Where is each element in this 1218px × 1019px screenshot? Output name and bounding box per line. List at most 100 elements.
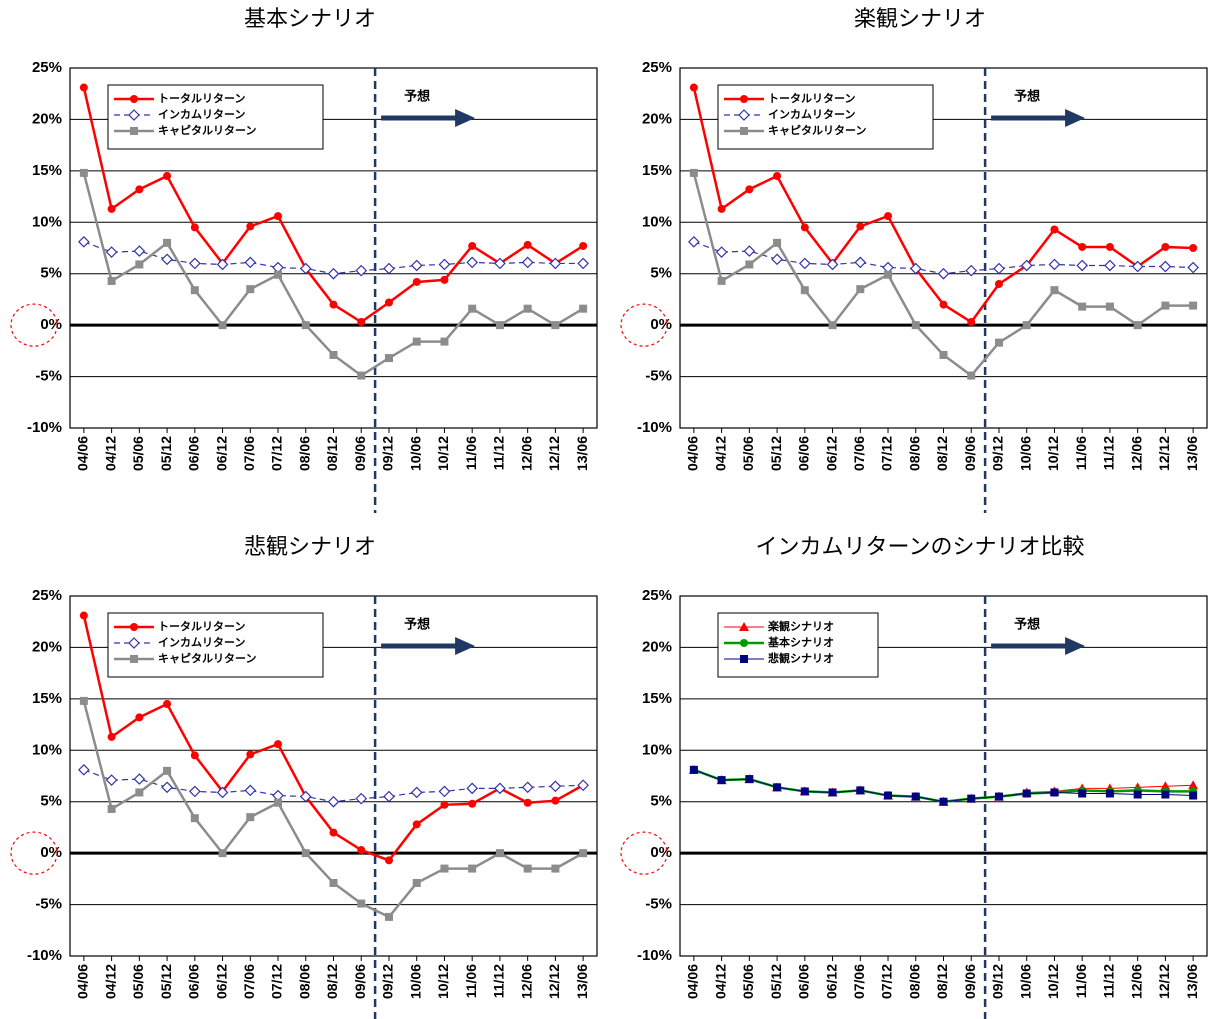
x-tick-label: 07/12 xyxy=(269,436,285,471)
x-tick-label: 04/06 xyxy=(685,964,701,999)
marker xyxy=(771,253,783,266)
y-tick-label: 15% xyxy=(642,162,672,179)
x-tick-label: 12/06 xyxy=(518,964,534,999)
y-tick-label: 20% xyxy=(642,110,672,127)
x-tick-label: 06/12 xyxy=(213,964,229,999)
annotation: 予想 xyxy=(1014,88,1040,103)
marker xyxy=(274,212,283,221)
marker xyxy=(994,280,1003,288)
x-tick-label: 08/12 xyxy=(934,436,950,471)
marker xyxy=(329,878,338,887)
marker xyxy=(1022,789,1031,798)
x-tick-label: 09/06 xyxy=(962,436,978,471)
marker xyxy=(1133,790,1142,799)
chart-title: 基本シナリオ xyxy=(244,6,376,31)
marker xyxy=(1131,260,1144,273)
marker xyxy=(107,276,116,285)
marker xyxy=(551,864,560,873)
x-tick-label: 08/06 xyxy=(906,436,922,471)
x-tick-label: 04/06 xyxy=(75,436,91,471)
x-tick-label: 04/12 xyxy=(102,964,118,999)
marker xyxy=(1048,258,1061,271)
marker xyxy=(466,782,479,795)
marker xyxy=(1161,790,1170,799)
marker xyxy=(939,797,948,806)
marker xyxy=(468,864,477,873)
legend-marker xyxy=(738,109,750,121)
marker xyxy=(1159,260,1172,273)
marker xyxy=(994,792,1003,801)
y-tick-label: 5% xyxy=(650,793,672,810)
x-tick-label: 08/12 xyxy=(324,964,340,999)
marker xyxy=(523,304,532,313)
y-tick-label: 5% xyxy=(40,265,62,282)
x-tick-label: 05/06 xyxy=(130,964,146,999)
marker xyxy=(412,277,421,286)
legend-marker xyxy=(739,622,749,631)
marker xyxy=(745,260,754,269)
x-tick-label: 05/06 xyxy=(740,964,756,999)
x-tick-label: 04/12 xyxy=(712,436,728,471)
marker xyxy=(1020,259,1033,272)
marker xyxy=(161,253,173,266)
marker xyxy=(551,796,560,805)
y-tick-label: -5% xyxy=(35,368,62,385)
y-tick-label: 25% xyxy=(642,587,672,604)
x-tick-label: 06/06 xyxy=(186,436,202,471)
x-tick-label: 06/12 xyxy=(823,436,839,471)
marker xyxy=(107,204,116,213)
marker xyxy=(551,321,560,330)
marker xyxy=(579,304,588,313)
marker xyxy=(1022,321,1031,330)
y-tick-label: -10% xyxy=(637,419,672,436)
marker xyxy=(107,804,116,813)
marker xyxy=(1078,302,1087,311)
x-tick-label: 13/06 xyxy=(574,436,590,471)
marker xyxy=(163,766,172,775)
marker xyxy=(135,788,144,797)
x-tick-label: 09/06 xyxy=(962,964,978,999)
x-tick-label: 10/06 xyxy=(1017,964,1033,999)
marker xyxy=(1078,242,1087,251)
x-tick-label: 07/06 xyxy=(241,964,257,999)
x-tick-label: 05/12 xyxy=(158,436,174,471)
x-tick-label: 10/12 xyxy=(1045,964,1061,999)
marker xyxy=(135,260,144,269)
legend-marker xyxy=(130,127,138,135)
marker xyxy=(773,172,782,180)
marker xyxy=(800,787,809,796)
marker xyxy=(689,168,698,177)
y-tick-label: -5% xyxy=(35,896,62,913)
marker xyxy=(133,245,146,257)
marker xyxy=(743,245,756,257)
x-tick-label: 13/06 xyxy=(1184,436,1200,471)
marker xyxy=(965,264,978,277)
marker xyxy=(549,780,562,793)
marker xyxy=(468,799,477,808)
y-tick-label: 10% xyxy=(32,741,62,758)
marker xyxy=(79,168,88,177)
x-tick-label: 11/12 xyxy=(1101,436,1117,470)
marker xyxy=(523,798,532,807)
marker xyxy=(828,321,837,330)
marker xyxy=(246,813,255,822)
marker xyxy=(689,765,698,774)
forecast-arrowhead xyxy=(1065,109,1086,127)
x-tick-label: 12/12 xyxy=(546,964,562,999)
marker xyxy=(190,223,199,232)
marker xyxy=(244,784,257,797)
marker xyxy=(884,212,893,221)
y-tick-label: 10% xyxy=(32,213,62,230)
x-tick-label: 11/12 xyxy=(491,964,507,998)
marker xyxy=(384,298,393,307)
marker xyxy=(438,258,451,271)
marker xyxy=(1050,788,1059,797)
x-tick-label: 07/06 xyxy=(241,436,257,471)
legend-marker xyxy=(740,639,748,647)
x-tick-label: 12/12 xyxy=(546,436,562,471)
y-tick-label: -10% xyxy=(27,419,62,436)
x-tick-label: 06/06 xyxy=(796,436,812,471)
marker xyxy=(357,371,366,380)
legend-label: トータルリターン xyxy=(158,620,245,633)
marker xyxy=(579,849,588,858)
